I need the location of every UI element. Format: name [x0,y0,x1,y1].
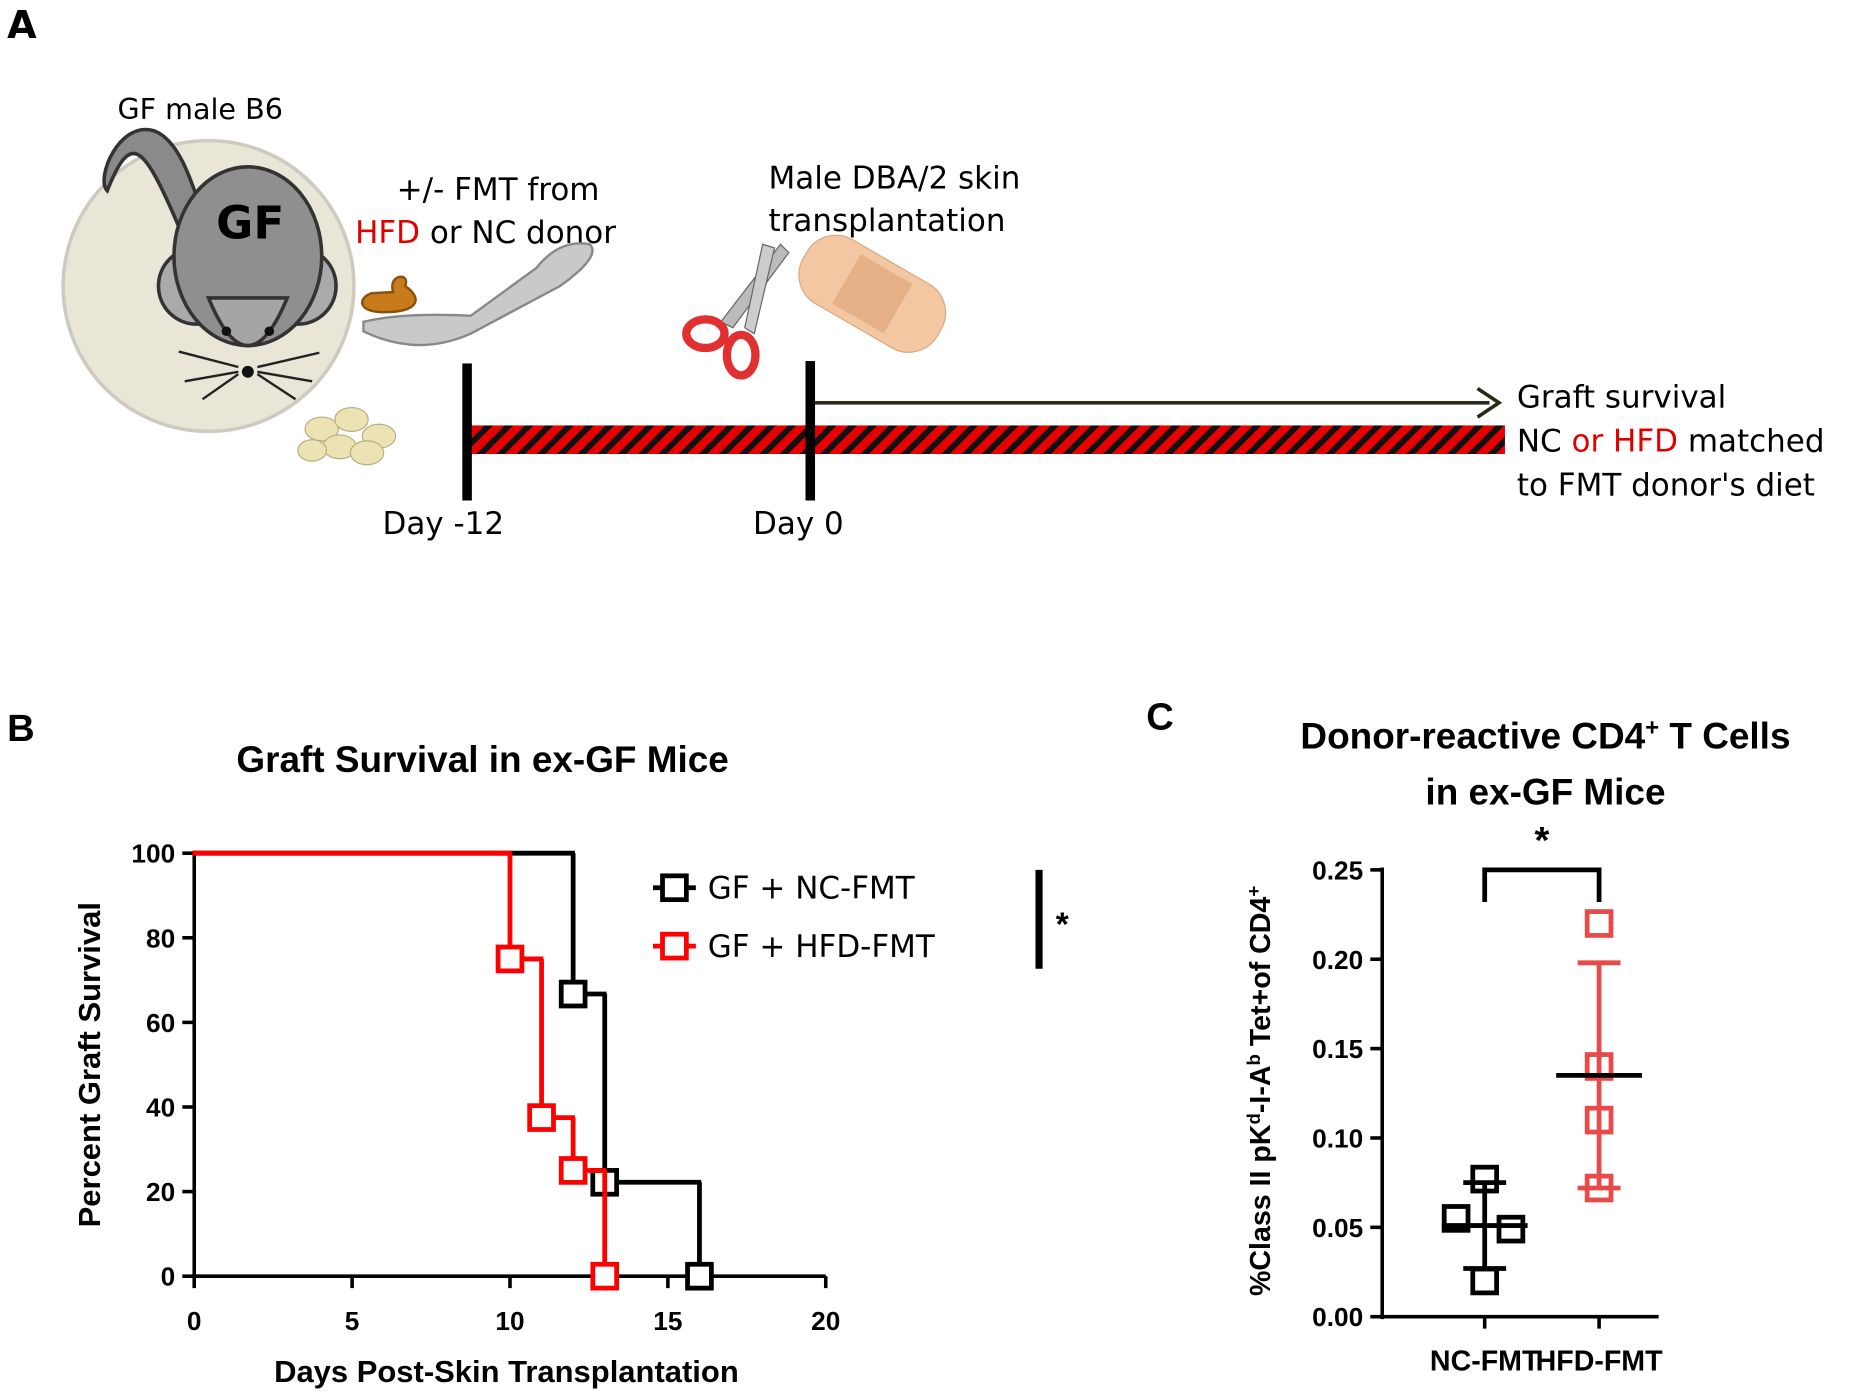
mouse-label: GF male B6 [117,92,282,126]
mouse-nose [241,365,254,378]
x-tick-label: 15 [653,1306,682,1336]
event-marker [527,1103,556,1132]
x-tick-label: HFD-FMT [1536,1345,1664,1377]
y-tick-label: 100 [131,839,175,869]
outcome-text: NC or HFD matched [1517,424,1825,460]
spoon-icon [362,242,594,347]
text-piece: in ex-GF Mice [1425,771,1665,812]
x-tick-label: 20 [811,1306,840,1336]
panel-label: A [7,3,37,47]
outcome-text: to FMT donor's diet [1517,468,1815,504]
mouse-eye [264,326,275,337]
superscript: b [1243,1054,1264,1065]
y-tick-label: 40 [146,1093,175,1123]
y-tick-label: 80 [146,923,175,953]
chart-title: Graft Survival in ex-GF Mice [236,739,728,780]
text-piece: T Cells [1659,715,1790,756]
data-point [1496,1214,1526,1244]
timeline-bar [470,425,1505,455]
data-point [1470,1266,1499,1296]
mouse-eye [221,326,232,337]
mouse-whiskers [178,350,320,401]
legend-label: GF + HFD-FMT [708,929,935,965]
superscript: + [1243,886,1264,897]
diet-hfd: HFD [1613,424,1678,460]
data-point [1470,1164,1499,1194]
data-point [1441,1204,1471,1233]
event-marker [685,1261,714,1291]
text-piece: Tet+of CD4 [1245,897,1277,1055]
scissors-icon [682,243,790,380]
day-label: Day -12 [382,506,504,542]
arrow-head [1476,386,1503,419]
x-tick-label: NC-FMT [1430,1345,1540,1377]
event-marker [558,979,588,1009]
diet-or: or [1562,424,1613,460]
group-0 [1441,1164,1528,1296]
fmt-hfd: HFD [355,215,420,251]
y-tick-label: 0.00 [1312,1302,1363,1332]
timeline-tick [462,363,472,501]
y-tick-label: 0.05 [1312,1213,1363,1243]
text-piece: Donor-reactive CD4 [1300,715,1645,756]
significance-mark: * [1534,819,1549,862]
x-tick-label: 5 [345,1306,360,1336]
legend-label: GF + NC-FMT [708,870,915,906]
mouse-text: GF [216,196,284,249]
chart-title: in ex-GF Mice [1425,771,1665,812]
diet-nc: NC [1517,424,1562,460]
superscript: d [1243,1113,1264,1124]
event-marker [495,944,525,974]
bandage-icon [798,234,947,353]
data-point [1584,1105,1614,1135]
panel-label: C [1146,695,1174,738]
day-label: Day 0 [753,506,844,542]
text-piece: -I-A [1245,1065,1277,1113]
text-piece: %Class II pK [1245,1124,1277,1296]
data-point [1584,1173,1614,1203]
data-point [1584,909,1614,938]
poop-icon [361,275,417,314]
transplant-text: transplantation [769,203,1006,239]
x-tick-label: 10 [495,1306,524,1336]
x-tick-label: 0 [187,1306,202,1336]
legend-marker [660,873,689,903]
group-1 [1556,909,1642,1203]
chart-title: Donor-reactive CD4+ T Cells [1300,714,1790,757]
y-tick-label: 20 [146,1177,175,1207]
diet-rest: matched [1678,424,1825,460]
y-tick-label: 0.10 [1312,1124,1363,1154]
legend-marker [660,931,689,961]
y-tick-label: 0.20 [1312,945,1363,975]
superscript: + [1645,714,1659,741]
y-axis-label: Percent Graft Survival [72,902,107,1227]
survival-curve [192,850,714,1291]
significance-bracket [1482,867,1602,903]
mouse-tail [102,127,205,228]
y-tick-label: 0.15 [1312,1034,1363,1064]
timeline-tick [805,361,816,501]
y-tick-label: 60 [146,1008,175,1038]
event-marker [558,1156,588,1185]
y-tick-label: 0.25 [1312,855,1363,885]
y-tick-label: 0 [161,1262,176,1292]
transplant-text: Male DBA/2 skin [769,160,1021,196]
outcome-text: Graft survival [1517,380,1726,416]
panel-label: B [7,707,35,750]
data-point [1584,1052,1614,1081]
fmt-text: +/- FMT from [397,172,600,208]
event-marker [590,1261,620,1291]
x-axis-label: Days Post-Skin Transplantation [274,1354,739,1389]
y-axis-label: %Class II pKd-I-Ab Tet+of CD4+ [1243,886,1278,1296]
pellets [297,406,397,466]
significance-mark: * [1056,906,1069,943]
survival-curve [192,850,620,1291]
